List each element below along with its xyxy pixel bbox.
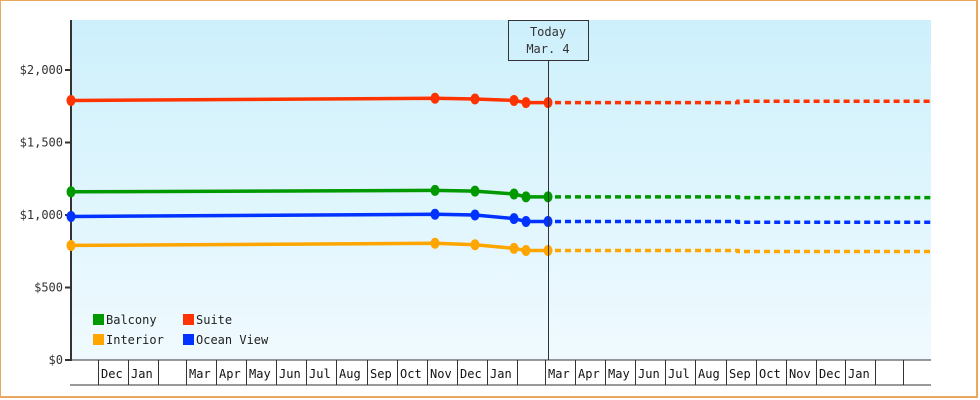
legend-label: Ocean View	[196, 333, 269, 347]
data-point[interactable]	[470, 239, 480, 251]
y-tick-label: $1,000	[20, 208, 63, 222]
y-tick-label: $0	[49, 353, 63, 367]
data-point[interactable]	[521, 216, 531, 228]
series-balcony	[66, 184, 931, 203]
series-interior	[66, 237, 931, 257]
legend: Balcony Suite Interior Ocean View	[93, 313, 269, 347]
data-point[interactable]	[430, 208, 440, 220]
x-month-label: Mar	[189, 367, 211, 381]
legend-swatch	[93, 334, 104, 345]
data-point[interactable]	[521, 97, 531, 109]
legend-label: Balcony	[106, 313, 157, 327]
x-month-label: Apr	[578, 367, 600, 381]
x-month-label: Sep	[370, 367, 392, 381]
x-month-label: Dec	[460, 367, 482, 381]
y-tick-label: $500	[34, 281, 63, 295]
data-point[interactable]	[430, 237, 440, 249]
legend-swatch	[183, 314, 194, 325]
data-point[interactable]	[509, 188, 519, 200]
legend-label: Suite	[196, 313, 232, 327]
data-point[interactable]	[509, 213, 519, 225]
y-tick-label: $1,500	[20, 136, 63, 150]
data-point[interactable]	[66, 239, 76, 251]
x-month-label: Dec	[819, 367, 841, 381]
data-point[interactable]	[66, 94, 76, 106]
x-month-label: Oct	[759, 367, 781, 381]
x-month-label: Nov	[789, 367, 811, 381]
data-point[interactable]	[430, 92, 440, 104]
data-point[interactable]	[470, 93, 480, 105]
today-marker: Today Mar. 4	[508, 20, 589, 360]
x-month-label: Jan	[848, 367, 870, 381]
data-point[interactable]	[430, 184, 440, 196]
data-point[interactable]	[66, 186, 76, 198]
legend-swatch	[93, 314, 104, 325]
x-month-label: Jun	[638, 367, 660, 381]
data-point[interactable]	[470, 209, 480, 221]
today-label: Today	[530, 25, 566, 39]
x-month-label: Jun	[279, 367, 301, 381]
x-month-label: Aug	[339, 367, 361, 381]
x-month-label: Oct	[400, 367, 422, 381]
data-point[interactable]	[521, 191, 531, 203]
x-month-label: Jul	[668, 367, 690, 381]
x-month-label: May	[608, 367, 630, 381]
x-month-label: Jan	[131, 367, 153, 381]
x-axis: Dec Jan Mar Apr May Jun Jul Aug Sep Oct Nov Dec Jan M…	[70, 359, 931, 386]
y-tick-label: $2,000	[20, 63, 63, 77]
data-point[interactable]	[470, 185, 480, 197]
x-month-label: Jul	[309, 367, 331, 381]
legend-label: Interior	[106, 333, 164, 347]
x-month-label: Aug	[698, 367, 720, 381]
data-point[interactable]	[521, 245, 531, 257]
x-month-label: Dec	[101, 367, 123, 381]
data-point[interactable]	[509, 94, 519, 106]
today-date: Mar. 4	[526, 42, 569, 56]
data-point[interactable]	[66, 210, 76, 222]
legend-swatch	[183, 334, 194, 345]
series-layer	[66, 92, 931, 257]
x-month-label: Jan	[490, 367, 512, 381]
y-axis: $0 $500 $1,000 $1,500 $2,000	[20, 20, 72, 367]
series-suite	[66, 92, 931, 109]
x-month-label: Nov	[430, 367, 452, 381]
today-box	[508, 20, 589, 61]
x-month-label: Sep	[729, 367, 751, 381]
x-month-label: Mar	[548, 367, 570, 381]
data-point[interactable]	[509, 242, 519, 254]
x-month-label: May	[249, 367, 271, 381]
x-month-label: Apr	[219, 367, 241, 381]
